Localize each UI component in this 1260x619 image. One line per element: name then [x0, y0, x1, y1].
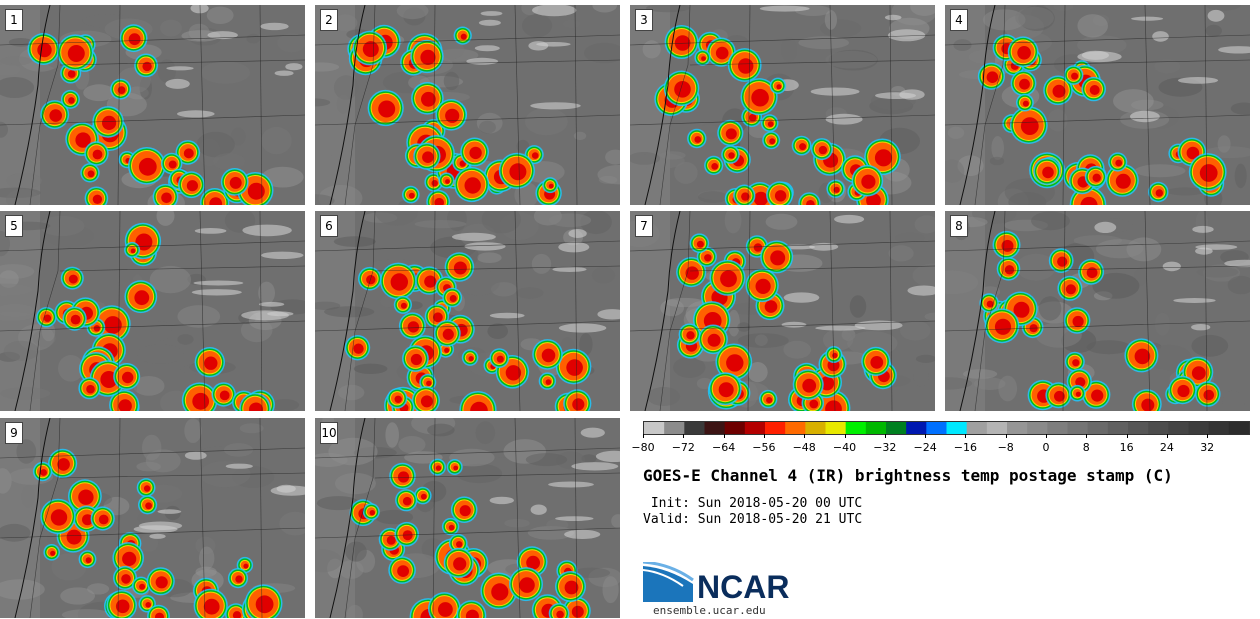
ir-satellite-map [315, 418, 620, 618]
ensemble-member-panel: 10 [315, 418, 620, 618]
ensemble-member-panel: 3 [630, 5, 935, 205]
colorbar-tick-label: −32 [873, 441, 897, 454]
colorbar-tick-mark [1166, 434, 1168, 438]
site-url: ensemble.ucar.edu [653, 604, 766, 617]
colorbar-tick-label: −8 [997, 441, 1014, 454]
colorbar-swatches [644, 422, 1249, 434]
colorbar-tick-mark [884, 434, 886, 438]
colorbar-tick-label: −16 [953, 441, 977, 454]
colorbar-swatch [744, 422, 766, 434]
colorbar-swatch [845, 422, 867, 434]
colorbar-tick-label: 8 [1082, 441, 1090, 454]
colorbar-tick-label: −40 [832, 441, 857, 454]
panel-number-label: 7 [635, 215, 653, 237]
colorbar-swatch [865, 422, 887, 434]
colorbar-swatch [664, 422, 685, 434]
ensemble-member-panel: 7 [630, 211, 935, 411]
init-time: Init: Sun 2018-05-20 00 UTC [643, 496, 863, 511]
colorbar-tick-mark [763, 434, 765, 438]
colorbar-tick-mark [683, 434, 685, 438]
colorbar-tick-mark [804, 434, 806, 438]
ensemble-member-panel: 8 [945, 211, 1250, 411]
colorbar-tick-mark [1207, 434, 1209, 438]
ir-satellite-map [945, 5, 1250, 205]
colorbar-tick-mark [643, 434, 644, 438]
colorbar-swatch [825, 422, 847, 434]
colorbar-tick-label: 16 [1119, 441, 1134, 454]
ensemble-member-panel: 5 [0, 211, 305, 411]
ir-satellite-map [945, 211, 1250, 411]
colorbar-swatch [805, 422, 826, 434]
colorbar-swatch [966, 422, 988, 434]
ir-satellite-map [630, 211, 935, 411]
colorbar-swatch [765, 422, 786, 434]
colorbar-tick-mark [1005, 434, 1007, 438]
ir-satellite-map [0, 418, 305, 618]
colorbar-swatch [926, 422, 947, 434]
ncar-logo-icon [643, 562, 694, 602]
panel-number-label: 2 [320, 9, 338, 31]
colorbar-tick-mark [925, 434, 927, 438]
ir-satellite-map [0, 5, 305, 205]
ensemble-member-panel: 4 [945, 5, 1250, 205]
colorbar-swatch [1168, 422, 1189, 434]
colorbar-tick-mark [723, 434, 725, 438]
panel-number-label: 3 [635, 9, 653, 31]
ir-satellite-map [0, 211, 305, 411]
colorbar-tick-mark [1126, 434, 1128, 438]
colorbar-tick-label: −72 [671, 441, 695, 454]
colorbar-tick-label: −80 [631, 441, 655, 454]
ensemble-member-panel: 1 [0, 5, 305, 205]
colorbar-tick-mark [844, 434, 846, 438]
panel-number-label: 10 [320, 422, 338, 444]
colorbar [643, 421, 1250, 435]
colorbar-swatch [1148, 422, 1169, 434]
panel-number-label: 5 [5, 215, 23, 237]
ensemble-member-panel: 2 [315, 5, 620, 205]
colorbar-tick-label: 32 [1200, 441, 1215, 454]
ensemble-member-panel: 9 [0, 418, 305, 618]
figure-title: GOES-E Channel 4 (IR) brightness temp po… [643, 466, 1173, 485]
colorbar-tick-label: −24 [913, 441, 937, 454]
colorbar-swatch [785, 422, 806, 434]
colorbar-swatch [704, 422, 726, 434]
colorbar-swatch [724, 422, 746, 434]
ir-satellite-map [630, 5, 935, 205]
colorbar-swatch [906, 422, 927, 434]
colorbar-tick-mark [1046, 434, 1047, 438]
colorbar-swatch [1208, 422, 1230, 434]
colorbar-swatch [1087, 422, 1109, 434]
colorbar-swatch [1007, 422, 1028, 434]
colorbar-swatch [986, 422, 1008, 434]
ncar-wordmark: NCAR [697, 569, 790, 605]
colorbar-swatch [946, 422, 968, 434]
colorbar-tick-label: −64 [711, 441, 736, 454]
colorbar-swatch [1128, 422, 1149, 434]
colorbar-tick-mark [1086, 434, 1088, 438]
valid-time: Valid: Sun 2018-05-20 21 UTC [643, 512, 863, 527]
colorbar-swatch [1067, 422, 1089, 434]
ensemble-member-panel: 6 [315, 211, 620, 411]
panel-number-label: 1 [5, 9, 23, 31]
colorbar-tick-label: −48 [792, 441, 816, 454]
colorbar-tick-label: 0 [1042, 441, 1050, 454]
panel-number-label: 6 [320, 215, 338, 237]
colorbar-swatch [684, 422, 705, 434]
colorbar-swatch [1047, 422, 1068, 434]
colorbar-swatch [1107, 422, 1129, 434]
colorbar-tick-mark [965, 434, 967, 438]
colorbar-swatch [886, 422, 907, 434]
colorbar-ticks: −80 −72 −64 −56 −48 −40 −32 −24 −16 −8 0 8 16 24 32 [631, 434, 1248, 456]
panel-number-label: 9 [5, 422, 23, 444]
panel-number-label: 8 [950, 215, 968, 237]
colorbar-tick-label: 24 [1159, 441, 1174, 454]
colorbar-swatch [644, 422, 665, 434]
colorbar-swatch [1228, 422, 1249, 434]
ir-satellite-map [315, 211, 620, 411]
panel-number-label: 4 [950, 9, 968, 31]
colorbar-tick-label: −56 [752, 441, 776, 454]
colorbar-swatch [1188, 422, 1210, 434]
colorbar-swatch [1027, 422, 1048, 434]
ir-satellite-map [315, 5, 620, 205]
